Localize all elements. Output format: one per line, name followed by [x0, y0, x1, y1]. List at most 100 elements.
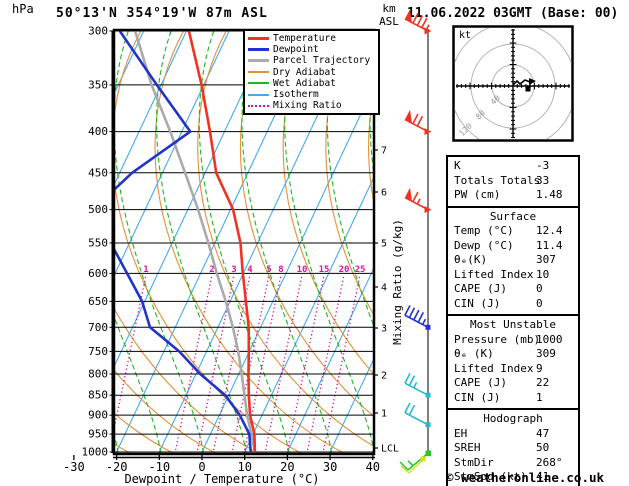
altitude-tick-label: 4 [381, 283, 387, 294]
table-row: Lifted Index 9 [448, 362, 578, 377]
legend-item: Wet Adiabat [248, 78, 378, 89]
pressure-tick-label: 300 [88, 25, 108, 38]
table-row: θₑ (K) 309 [448, 347, 578, 362]
wet-adiabat-line [115, 31, 204, 453]
table-section-header: Hodograph [483, 412, 543, 425]
hodograph-unit-label: kt [459, 30, 471, 41]
table-row-label: CIN (J) [454, 296, 501, 310]
mixing-ratio-value: 25 [355, 265, 366, 275]
isotherm-line [0, 31, 101, 453]
table-row-value: 33 [536, 173, 550, 187]
pressure-tick-label: 500 [88, 203, 108, 216]
isotherm-line [115, 31, 230, 275]
pressure-tick-label: 450 [88, 166, 108, 179]
table-row-label: Dewp (°C) [454, 238, 514, 252]
x-axis-label: Dewpoint / Temperature (°C) [124, 472, 319, 486]
table-row-value: 47 [536, 426, 550, 440]
isotherm-line [115, 31, 145, 94]
wind-barb-column [399, 9, 432, 474]
mixing-ratio-line [286, 274, 325, 451]
mixing-ratio-value: 20 [339, 265, 350, 275]
pressure-tick-label: 850 [88, 389, 108, 402]
pressure-unit-label: hPa [12, 2, 34, 16]
legend-label: Parcel Trajectory [273, 55, 371, 67]
table-row-label: CIN (J) [454, 390, 501, 404]
mixing-ratio-value: 2 [209, 265, 214, 275]
table-row-label: SREH [454, 441, 481, 454]
wind-barb-850 [404, 372, 431, 398]
legend-swatch-parcel-trajectory [248, 59, 269, 63]
legend-item: Mixing Ratio [248, 100, 378, 111]
page-title: 50°13'N 354°19'W 87m ASL [56, 6, 268, 21]
temp-tick-label: 10 [237, 460, 251, 474]
pressure-tick-label: 600 [88, 267, 108, 280]
pressure-tick-label: 350 [88, 78, 108, 91]
table-row: θₑ(K) 307 [448, 253, 578, 268]
mixing-ratio-value: 5 [266, 265, 271, 275]
table-row-label: θₑ(K) [454, 253, 488, 266]
temp-tick-label: 20 [280, 460, 294, 474]
isotherm-line [243, 177, 373, 453]
pressure-tick-label: 550 [88, 236, 108, 249]
table-row-value: 1 [536, 390, 543, 404]
legend-label: Isotherm [273, 89, 319, 101]
mixing-ratio-line [306, 274, 345, 451]
legend-item: Isotherm [248, 89, 378, 100]
altitude-tick-label: 2 [381, 371, 387, 382]
table-section: K -3 Totals Totals 33 PW (cm) 1.48 [446, 155, 580, 208]
mixing-ratio-line [264, 274, 303, 451]
table-row-label: CAPE (J) [454, 376, 507, 389]
table-section-header: Surface [489, 209, 537, 223]
isotherm-line [115, 31, 273, 366]
mixing-ratio-line [322, 274, 361, 451]
pressure-tick-label: 700 [88, 321, 108, 334]
altitude-unit-label: km ASL [372, 2, 406, 28]
table-row-label: Lifted Index [454, 267, 534, 281]
hodograph-arrowhead [529, 78, 536, 85]
mixing-ratio-axis-label: Mixing Ratio (g/kg) [391, 219, 404, 345]
table-row-value: 0 [536, 296, 543, 310]
dry-adiabat-line [115, 443, 131, 453]
table-row: Lifted Index 10 [448, 268, 578, 283]
table-row-label: PW (cm) [454, 188, 501, 201]
lcl-label: LCL [381, 444, 399, 455]
table-row-label: θₑ (K) [454, 347, 494, 360]
table-row-value: 309 [536, 347, 556, 360]
sounding-curves [115, 31, 257, 453]
legend-item: Dewpoint [248, 44, 378, 55]
table-section-header: Most Unstable [469, 318, 557, 331]
table-row-value: -3 [536, 159, 550, 172]
pressure-tick-label: 400 [88, 125, 108, 138]
table-row-value: 268° [536, 455, 563, 469]
dry-adiabat-line [115, 370, 216, 453]
legend-swatch-mixing-ratio [248, 104, 269, 107]
storm-motion-marker [525, 86, 531, 92]
pressure-tick-label: 950 [88, 428, 108, 441]
table-row-value: 50 [536, 441, 550, 454]
wind-barb-500 [404, 187, 432, 214]
table-row-value: 10 [536, 267, 550, 281]
wet-adiabat-line [198, 31, 290, 453]
table-row-value: 9 [536, 361, 543, 375]
wind-barb-925 [404, 402, 431, 428]
isotherm-line [329, 359, 373, 453]
parcel-trajectory-curve [133, 31, 257, 453]
isotherm-line [0, 31, 58, 453]
wind-barb-300 [404, 9, 432, 35]
legend-label: Mixing Ratio [273, 100, 342, 112]
legend-swatch-temperature [248, 37, 269, 41]
table-row: EH 47 [448, 427, 578, 442]
wind-barb-400 [404, 109, 432, 136]
dry-adiabat-line [582, 31, 629, 453]
temp-tick-label: -20 [106, 460, 128, 474]
table-row-value: 41 [536, 470, 550, 483]
legend-swatch-wet-adiabat [248, 82, 269, 85]
mixing-ratio-value: 3 [231, 265, 236, 275]
legend-label: Dewpoint [273, 44, 319, 56]
altitude-tick-label: 1 [381, 409, 387, 420]
table-row-value: 1.48 [536, 188, 563, 201]
table-row: StmSpd (kt) 41 [448, 470, 578, 485]
table-row: StmDir 268° [448, 456, 578, 471]
table-section: Hodograph EH 47 SREH 50 StmDir 268° StmSpd (kt)… [446, 408, 580, 486]
